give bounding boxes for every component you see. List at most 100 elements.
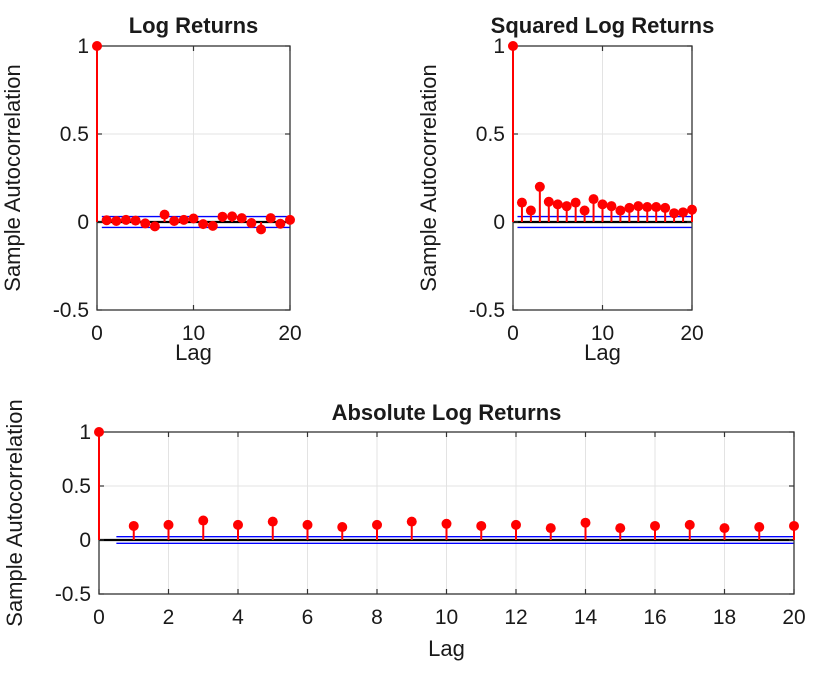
stem-marker [669, 208, 680, 219]
x-tick-label: 2 [163, 606, 175, 629]
acf-plot-2: 0 2 4 6 8 10 12 14 16 18 20-0.500.51 [55, 421, 806, 629]
stem-marker [101, 215, 112, 226]
x-tick-label: 0 [93, 606, 105, 629]
x-tick-label: 10 [435, 606, 458, 629]
stem-marker [650, 520, 660, 531]
x-axis-label-squared-log-returns: Lag [584, 340, 621, 365]
stem-marker [275, 218, 286, 229]
stem-marker [624, 202, 635, 213]
y-tick-label: -0.5 [55, 583, 91, 606]
chart-title-squared-log-returns: Squared Log Returns [491, 13, 715, 38]
stem-marker [233, 519, 243, 530]
stem-marker [441, 518, 452, 529]
y-axis-label-absolute-log-returns: Sample Autocorrelation [2, 399, 27, 626]
y-tick-label: 0 [77, 211, 89, 234]
stem-marker [149, 221, 160, 232]
stem-marker [570, 197, 581, 208]
stem-marker [754, 522, 765, 533]
x-tick-label: 8 [371, 606, 383, 629]
stem-marker [606, 201, 617, 212]
stem-marker [236, 213, 247, 224]
y-tick-label: 0.5 [476, 123, 505, 146]
stem-marker [660, 202, 671, 213]
x-tick-label: 12 [504, 606, 527, 629]
stem-marker [159, 209, 170, 220]
stem-marker [285, 214, 295, 225]
x-tick-label: 14 [574, 606, 598, 629]
stem-marker [337, 522, 348, 533]
stem-marker [406, 516, 417, 527]
x-tick-label: 0 [91, 322, 103, 345]
stem-marker [476, 520, 487, 531]
x-tick-label: 16 [643, 606, 666, 629]
y-axis-label-log-returns: Sample Autocorrelation [0, 64, 25, 291]
stem-marker [651, 202, 662, 213]
y-tick-label: 0.5 [62, 475, 91, 498]
stem-marker [163, 519, 174, 530]
stem-marker [198, 219, 209, 230]
stem-marker [678, 207, 689, 218]
stem-marker [525, 205, 536, 216]
y-tick-label: 0 [79, 529, 91, 552]
stem-marker [543, 196, 554, 207]
stem-marker [111, 215, 122, 226]
x-tick-label: 0 [507, 322, 519, 345]
acf-plot-0: 0 10 20-0.500.51 [53, 35, 302, 345]
stem-marker [684, 519, 695, 530]
stem-marker [120, 214, 131, 225]
x-axis-label-log-returns: Lag [175, 340, 212, 365]
stem-marker [552, 199, 563, 210]
x-tick-label: 4 [232, 606, 244, 629]
stem-marker [130, 215, 141, 226]
y-axis-label-squared-log-returns: Sample Autocorrelation [416, 64, 441, 291]
stem-marker [128, 520, 139, 531]
stem-marker [372, 519, 382, 530]
stem-marker [687, 204, 697, 215]
stem-marker [597, 199, 608, 210]
x-tick-label: 20 [680, 322, 703, 345]
stem-marker [178, 214, 189, 225]
stem-marker [789, 520, 799, 531]
x-tick-label: 20 [278, 322, 301, 345]
x-tick-label: 6 [302, 606, 314, 629]
stem-marker [511, 519, 521, 530]
stem-marker [534, 181, 545, 192]
stem-marker [545, 523, 556, 534]
x-tick-label: 10 [182, 322, 205, 345]
stem-marker [256, 224, 267, 235]
stem-marker [169, 215, 180, 226]
stem-marker [642, 202, 653, 213]
stem-marker [615, 205, 626, 216]
stem-marker [580, 517, 591, 528]
stem-marker [633, 201, 644, 212]
y-tick-label: 0.5 [60, 123, 89, 146]
y-tick-label: -0.5 [53, 299, 89, 322]
stem-marker [508, 41, 518, 51]
stem-marker [246, 218, 257, 229]
chart-title-absolute-log-returns: Absolute Log Returns [332, 400, 562, 425]
x-tick-label: 20 [782, 606, 805, 629]
stem-marker [516, 197, 527, 208]
y-tick-label: 1 [493, 35, 505, 58]
y-tick-label: 1 [79, 421, 91, 444]
x-tick-label: 18 [713, 606, 736, 629]
x-axis-label-absolute-log-returns: Lag [428, 636, 465, 661]
plots-layer: 0 10 20-0.500.510 10 20-0.500.510 2 4 6 8 10 12 14 1… [53, 35, 806, 629]
acf-plot-1: 0 10 20-0.500.51 [469, 35, 704, 345]
stem-marker [94, 427, 104, 437]
stem-marker [92, 41, 102, 51]
stem-marker [719, 523, 730, 534]
stem-marker [198, 515, 209, 526]
stem-marker [579, 205, 590, 216]
y-tick-label: -0.5 [469, 299, 505, 322]
stem-marker [207, 220, 218, 231]
stem-marker [561, 201, 572, 212]
stem-marker [267, 516, 278, 527]
y-tick-label: 0 [493, 211, 505, 234]
stem-marker [302, 519, 313, 530]
stem-marker [188, 213, 199, 224]
stem-marker [588, 194, 599, 205]
stem-marker [265, 213, 276, 224]
